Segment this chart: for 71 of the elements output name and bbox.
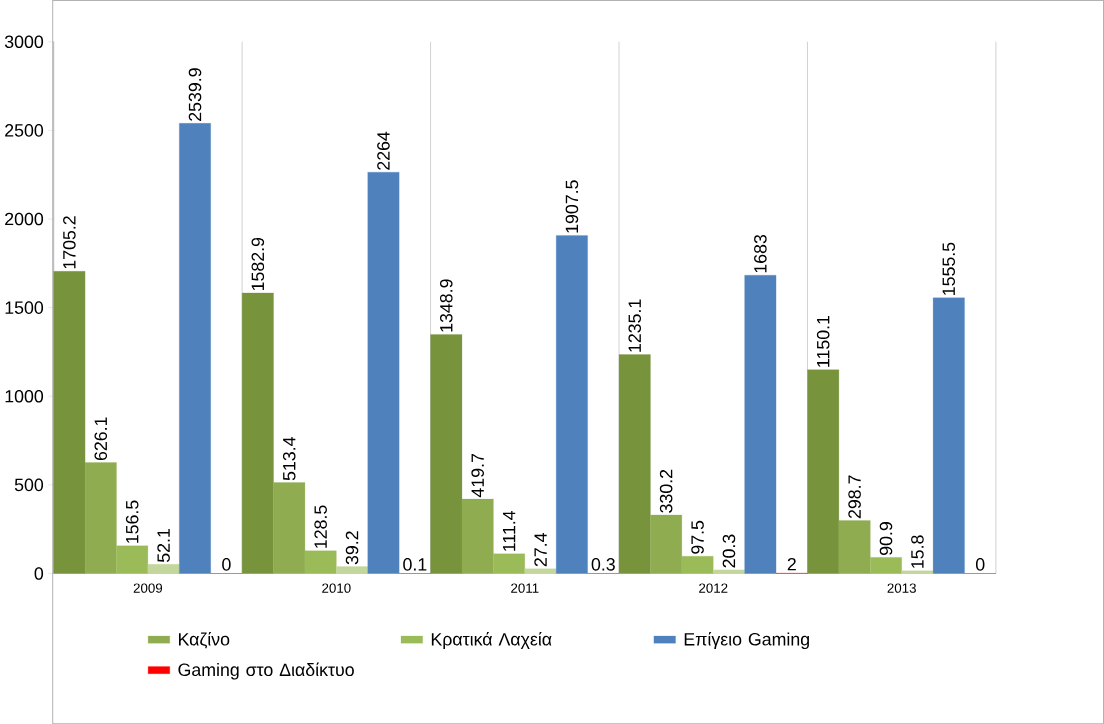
data-label: 90.9 [879, 521, 893, 555]
bar [241, 292, 274, 574]
data-label: 111.4 [502, 510, 516, 551]
legend-label: Επίγειο Gaming [684, 631, 809, 649]
data-label: 2264 [377, 131, 390, 170]
bar [524, 568, 557, 574]
bar [493, 553, 525, 574]
data-label: 0 [222, 557, 231, 571]
bar [901, 570, 934, 574]
data-label: 1582.9 [251, 237, 265, 290]
data-label: 52.1 [157, 528, 170, 562]
data-label: 2539.9 [188, 68, 202, 121]
x-tick-label: 2013 [887, 583, 916, 593]
bar [838, 520, 871, 574]
data-label: 0.1 [403, 557, 427, 571]
data-label: 1555.5 [942, 242, 956, 295]
x-tick-label: 2010 [322, 583, 351, 593]
bar [430, 334, 463, 574]
bar [273, 482, 306, 574]
data-label: 298.7 [848, 475, 861, 518]
data-label: 156.5 [125, 500, 139, 543]
bar [556, 235, 588, 574]
data-label: 419.7 [471, 453, 484, 497]
x-tick-label: 2009 [133, 583, 163, 593]
bar [461, 498, 494, 574]
bar [932, 297, 965, 574]
data-label: 1683 [754, 234, 767, 273]
y-tick-label: 3000 [4, 35, 44, 48]
bar [304, 550, 337, 574]
y-tick-label: 0 [34, 566, 44, 580]
data-label: 1150.1 [816, 315, 830, 367]
data-label: 626.1 [94, 417, 108, 460]
data-label: 0.3 [591, 557, 615, 571]
data-label: 1907.5 [565, 180, 579, 233]
bar [336, 566, 368, 574]
bar [650, 514, 682, 574]
bar [681, 555, 714, 574]
bar [367, 171, 400, 574]
y-tick-label: 1500 [5, 301, 44, 314]
bar [744, 274, 777, 574]
legend-label: Κρατικά Λαχεία [431, 631, 552, 649]
y-tick-label: 2500 [5, 123, 44, 137]
data-label: 2 [787, 557, 796, 571]
bar [618, 354, 651, 574]
y-tick-label: 1000 [5, 389, 44, 403]
data-label: 39.2 [345, 531, 359, 565]
bar [116, 545, 149, 574]
x-tick-label: 2012 [699, 583, 728, 593]
bar [53, 270, 86, 574]
data-label: 1348.9 [439, 279, 453, 332]
bar [147, 563, 180, 574]
y-tick-label: 2000 [5, 212, 44, 226]
legend-label: Καζίνο [178, 631, 230, 649]
data-label: 27.4 [534, 532, 547, 567]
data-label: 1235.1 [628, 299, 642, 352]
data-label: 330.2 [659, 469, 673, 513]
data-label: 513.4 [282, 436, 296, 481]
legend-label: Gaming στο Διαδίκτυο [178, 662, 354, 680]
data-label: 15.8 [911, 535, 924, 568]
data-label: 128.5 [314, 505, 327, 548]
x-tick-label: 2011 [511, 583, 539, 593]
data-label: 20.3 [722, 534, 736, 568]
bar [807, 369, 840, 574]
data-label: 0 [975, 557, 985, 571]
bar [713, 569, 745, 574]
bar [84, 462, 117, 574]
data-label: 1705.2 [63, 216, 76, 269]
data-label: 97.5 [691, 520, 704, 554]
bar [179, 122, 211, 574]
bar [870, 557, 902, 574]
y-tick-label: 500 [14, 478, 44, 491]
